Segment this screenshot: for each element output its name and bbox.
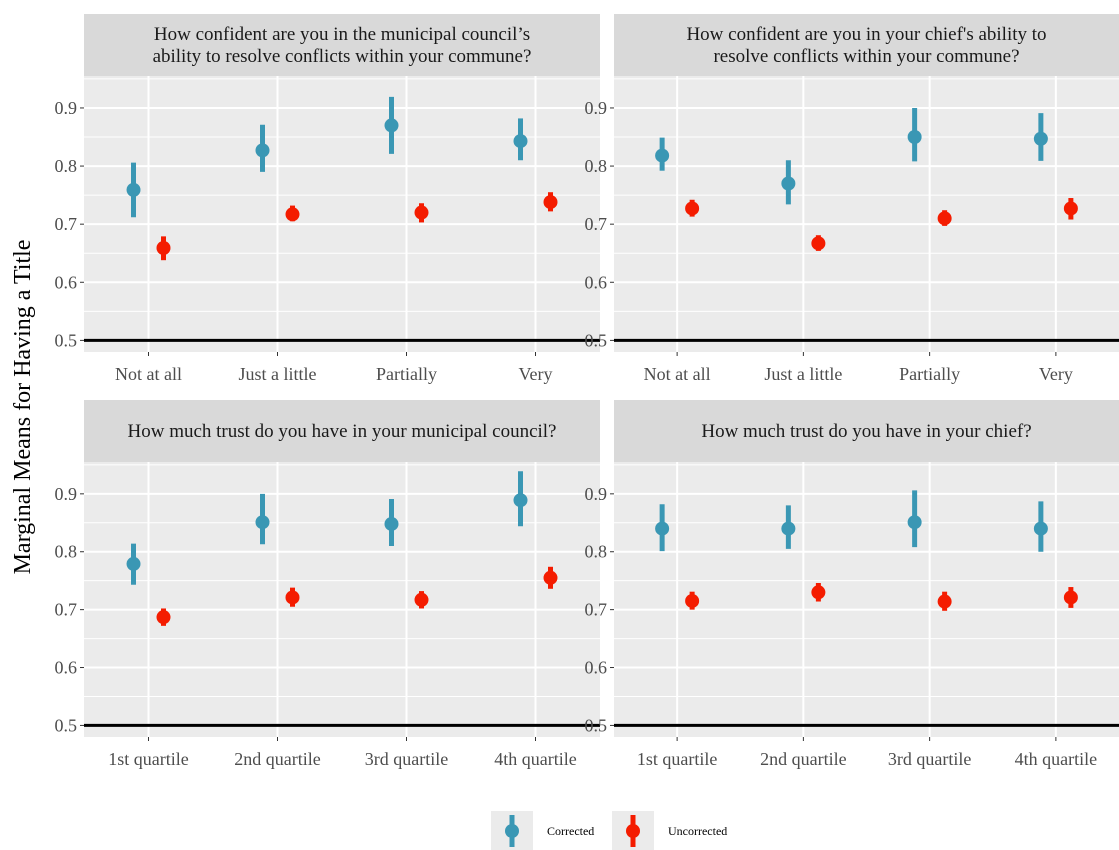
- y-tick-label: 0.8: [55, 156, 78, 176]
- y-tick-label: 0.9: [55, 98, 78, 118]
- corrected-point: [781, 521, 796, 536]
- uncorrected-point: [414, 592, 429, 607]
- uncorrected-point: [156, 240, 171, 255]
- legend-item-2: Uncorrected: [612, 811, 727, 850]
- y-tick-label: 0.5: [55, 330, 78, 350]
- panel-background: [614, 76, 1119, 352]
- uncorrected-point: [811, 236, 826, 251]
- y-tick-label: 0.6: [585, 272, 608, 292]
- y-tick-label: 0.5: [585, 330, 608, 350]
- facet-panels: How confident are you in the municipal c…: [55, 14, 1119, 769]
- y-tick-label: 0.9: [585, 98, 608, 118]
- x-tick-label: 3rd quartile: [888, 749, 971, 769]
- y-tick-label: 0.7: [55, 214, 78, 234]
- corrected-point: [255, 515, 270, 530]
- legend: Corrected Uncorrected: [491, 811, 727, 850]
- y-tick-label: 0.5: [55, 715, 78, 735]
- y-tick-label: 0.6: [585, 658, 608, 678]
- y-tick-label: 0.5: [585, 715, 608, 735]
- corrected-point: [907, 515, 922, 530]
- corrected-point: [781, 176, 796, 191]
- y-tick-label: 0.7: [585, 600, 608, 620]
- uncorrected-point: [285, 207, 300, 222]
- facet-panel-1: How confident are you in the municipal c…: [55, 14, 600, 384]
- x-tick-label: 1st quartile: [108, 749, 188, 769]
- uncorrected-point: [811, 585, 826, 600]
- x-tick-label: Partially: [899, 364, 960, 384]
- corrected-point: [1033, 131, 1048, 146]
- uncorrected-point: [285, 590, 300, 605]
- uncorrected-point: [685, 593, 700, 608]
- y-tick-label: 0.6: [55, 658, 78, 678]
- y-tick-label: 0.9: [585, 484, 608, 504]
- y-axis-label: Marginal Means for Having a Title: [10, 240, 36, 575]
- y-tick-label: 0.7: [585, 214, 608, 234]
- x-tick-label: 4th quartile: [494, 749, 576, 769]
- x-tick-label: 2nd quartile: [234, 749, 320, 769]
- uncorrected-point: [1063, 201, 1078, 216]
- panel-background: [84, 76, 600, 352]
- corrected-point: [513, 493, 528, 508]
- corrected-point: [513, 134, 528, 149]
- y-tick-label: 0.7: [55, 600, 78, 620]
- x-tick-label: Not at all: [115, 364, 182, 384]
- corrected-point: [1033, 521, 1048, 536]
- y-tick-label: 0.9: [55, 484, 78, 504]
- y-tick-label: 0.8: [585, 542, 608, 562]
- facet-title-line: How much trust do you have in your munic…: [128, 421, 557, 442]
- facet-title-line: ability to resolve conflicts within your…: [153, 46, 532, 67]
- uncorrected-point: [543, 570, 558, 585]
- legend-key-point: [626, 824, 640, 838]
- uncorrected-point: [937, 211, 952, 226]
- corrected-point: [655, 148, 670, 163]
- corrected-point: [384, 118, 399, 133]
- legend-key-point: [505, 824, 519, 838]
- x-tick-label: Not at all: [644, 364, 711, 384]
- facet-strip: [614, 14, 1119, 76]
- uncorrected-point: [685, 201, 700, 216]
- x-tick-label: Just a little: [764, 364, 842, 384]
- panel-background: [84, 462, 600, 737]
- x-tick-label: 4th quartile: [1015, 749, 1097, 769]
- corrected-point: [126, 556, 141, 571]
- corrected-point: [255, 143, 270, 158]
- x-tick-label: Partially: [376, 364, 437, 384]
- x-tick-label: 1st quartile: [637, 749, 717, 769]
- facet-panel-4: How much trust do you have in your chief…: [585, 400, 1119, 769]
- x-tick-label: 2nd quartile: [760, 749, 846, 769]
- x-tick-label: Just a little: [239, 364, 317, 384]
- facet-title-line: How confident are you in your chief's ab…: [686, 24, 1046, 45]
- uncorrected-point: [543, 195, 558, 210]
- uncorrected-point: [1063, 590, 1078, 605]
- facet-panel-2: How confident are you in your chief's ab…: [585, 14, 1119, 384]
- x-tick-label: Very: [519, 364, 553, 384]
- facet-panel-3: How much trust do you have in your munic…: [55, 400, 600, 769]
- facet-title-line: How much trust do you have in your chief…: [701, 421, 1031, 442]
- y-tick-label: 0.6: [55, 272, 78, 292]
- corrected-point: [655, 521, 670, 536]
- facet-strip: [84, 400, 600, 462]
- facet-strip: [614, 400, 1119, 462]
- corrected-point: [384, 516, 399, 531]
- facet-strip: [84, 14, 600, 76]
- y-tick-label: 0.8: [585, 156, 608, 176]
- uncorrected-point: [156, 610, 171, 625]
- facet-title-line: resolve conflicts within your commune?: [713, 46, 1019, 67]
- x-tick-label: Very: [1039, 364, 1073, 384]
- uncorrected-point: [937, 594, 952, 609]
- facet-title-line: How confident are you in the municipal c…: [154, 24, 530, 45]
- y-tick-label: 0.8: [55, 542, 78, 562]
- legend-label: Corrected: [547, 824, 594, 838]
- corrected-point: [907, 130, 922, 145]
- legend-item-1: Corrected: [491, 811, 594, 850]
- uncorrected-point: [414, 205, 429, 220]
- legend-label: Uncorrected: [668, 824, 727, 838]
- corrected-point: [126, 182, 141, 197]
- x-tick-label: 3rd quartile: [365, 749, 448, 769]
